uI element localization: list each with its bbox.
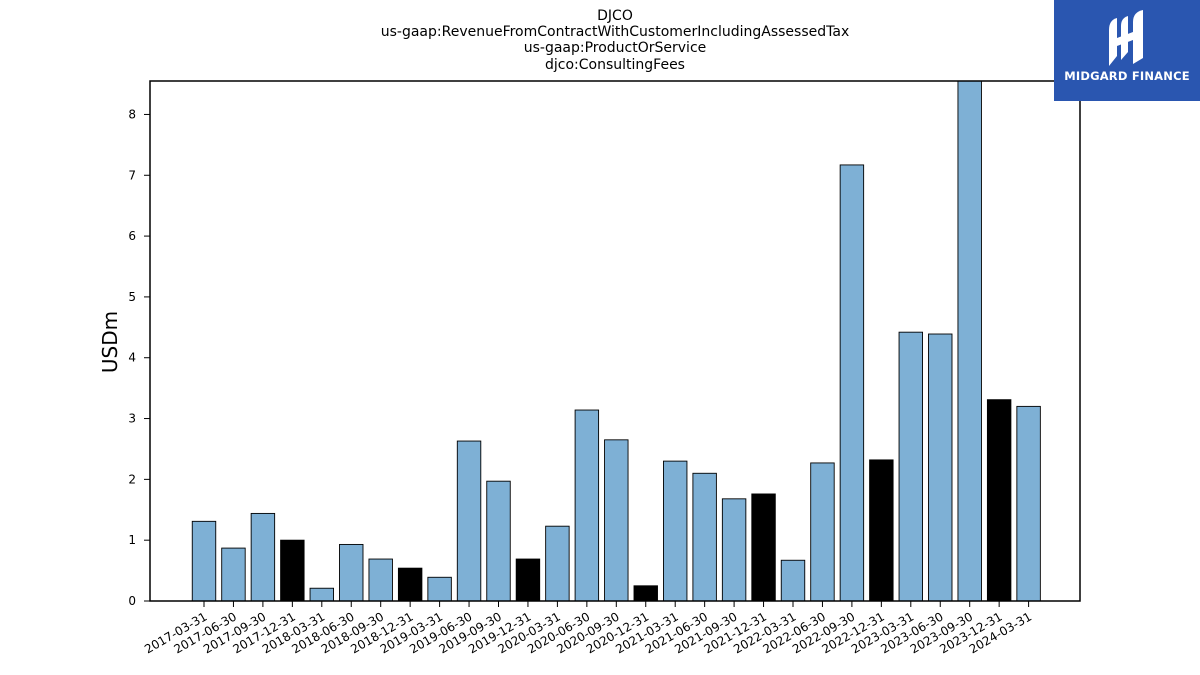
bar-2020-06-30	[574, 409, 600, 602]
title-line-1: DJCO	[597, 8, 633, 24]
bar-2021-06-30	[692, 472, 717, 602]
bar-2020-09-30	[604, 439, 629, 602]
midgard-logo-icon	[1109, 10, 1143, 66]
bar-2017-12-31	[280, 539, 305, 602]
bar-2018-03-31	[309, 587, 334, 602]
bar-2022-06-30	[810, 462, 835, 602]
bars-group	[191, 80, 1041, 602]
midgard-finance-logo: MIDGARD FINANCE	[1054, 0, 1200, 101]
title-line-3: us-gaap:ProductOrService	[524, 40, 707, 56]
bar-2022-03-31	[780, 559, 806, 602]
bar-2018-06-30	[339, 543, 364, 602]
plot-frame	[149, 80, 1081, 602]
bar-2023-12-31	[986, 399, 1012, 602]
bar-2020-03-31	[545, 525, 570, 602]
y-tick-label: 3	[128, 412, 136, 426]
y-tick-label: 2	[128, 472, 136, 486]
bar-2022-12-31	[869, 459, 894, 602]
y-tick-label: 5	[128, 290, 136, 304]
y-tick-label: 7	[128, 168, 136, 182]
y-axis-label: USDm	[98, 311, 122, 373]
bar-2017-06-30	[221, 547, 246, 602]
bar-2023-09-30	[957, 80, 982, 602]
bar-2019-03-31	[427, 576, 452, 602]
bar-2023-03-31	[898, 331, 923, 602]
y-tick-label: 8	[128, 107, 136, 121]
bar-2019-12-31	[515, 558, 541, 602]
bar-2017-09-30	[250, 512, 276, 602]
title-line-4: djco:ConsultingFees	[545, 57, 685, 73]
bar-2019-09-30	[486, 480, 511, 602]
bar-2018-09-30	[368, 558, 393, 602]
chart-title: DJCO us-gaap:RevenueFromContractWithCust…	[381, 8, 850, 73]
y-tick-label: 0	[128, 594, 136, 608]
bar-2022-09-30	[839, 164, 865, 602]
y-tick-label: 6	[128, 229, 136, 243]
bar-2021-09-30	[721, 498, 747, 602]
bar-2023-06-30	[928, 333, 953, 602]
bar-2018-12-31	[397, 567, 423, 602]
bar-2019-06-30	[456, 440, 482, 602]
y-tick-label: 1	[128, 533, 136, 547]
bar-2024-03-31	[1016, 405, 1041, 602]
y-tick-label: 4	[128, 351, 136, 365]
y-axis: 0 1 2 3 4 5 6 7 8	[128, 107, 150, 608]
logo-text: MIDGARD FINANCE	[1064, 69, 1190, 83]
title-line-2: us-gaap:RevenueFromContractWithCustomerI…	[381, 24, 850, 40]
bar-2017-03-31	[191, 520, 217, 602]
bar-2021-12-31	[751, 493, 776, 602]
x-axis: 2017-03-312017-06-302017-09-302017-12-31…	[142, 601, 1034, 656]
bar-2021-03-31	[663, 460, 688, 602]
bar-2020-12-31	[633, 585, 658, 602]
